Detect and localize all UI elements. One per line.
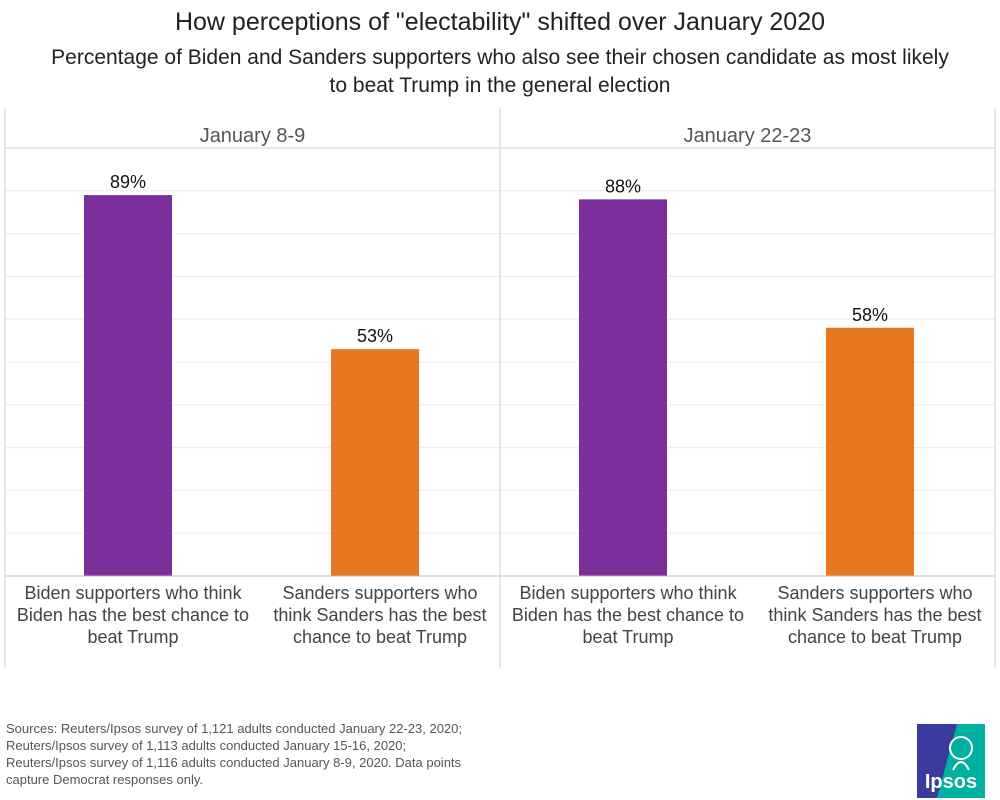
logo-text: Ipsos [924,771,978,793]
category-label: Sanders supporters who [777,583,972,603]
category-label: Biden has the best chance to [17,605,249,625]
category-label: beat Trump [87,627,178,647]
data-label: 89% [110,172,146,192]
category-label: chance to beat Trump [788,627,962,647]
category-label: Biden has the best chance to [512,605,744,625]
data-label: 58% [852,305,888,325]
logo-graphic [937,724,985,798]
panel-label: January 22-23 [684,125,812,147]
category-label: beat Trump [582,627,673,647]
category-label: think Sanders has the best [768,605,981,625]
category-label: Biden supporters who think [24,583,242,603]
chart-subtitle: Percentage of Biden and Sanders supporte… [51,46,949,97]
category-label: think Sanders has the best [273,605,486,625]
data-label: 53% [357,326,393,346]
sources-line: capture Democrat responses only. [6,772,204,787]
sources-line: Reuters/Ipsos survey of 1,116 adults con… [6,755,462,770]
category-label: chance to beat Trump [293,627,467,647]
category-label: Biden supporters who think [519,583,737,603]
panel-label: January 8-9 [200,125,306,147]
chart-title: How perceptions of "electability" shifte… [174,8,826,36]
sources-line: Reuters/Ipsos survey of 1,113 adults con… [6,738,407,753]
sources-line: Sources: Reuters/Ipsos survey of 1,121 a… [6,721,462,736]
bar [579,199,667,577]
bar [331,349,419,576]
category-label: Sanders supporters who [282,583,477,603]
logo-shoulder-icon [952,761,970,771]
data-label: 88% [605,176,641,196]
bar [826,327,914,576]
bar-chart: January 8-9 89% Biden supporters who think… [4,108,996,668]
ipsos-logo: Ipsos [917,724,985,798]
bar [84,195,172,576]
sources-note: Sources: Reuters/Ipsos survey of 1,121 a… [6,720,566,788]
logo-head-icon [949,736,973,760]
